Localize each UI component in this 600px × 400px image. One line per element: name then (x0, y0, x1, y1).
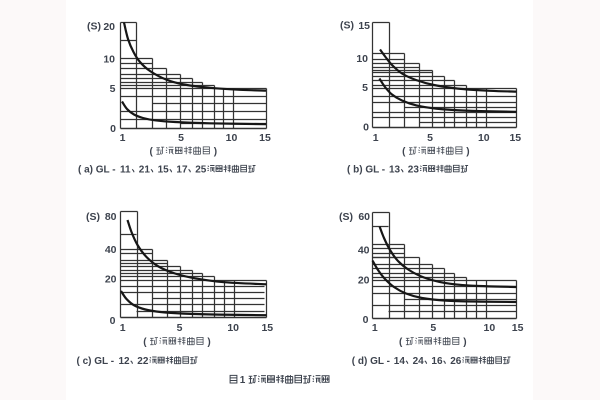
svg-text:( c) GL -: ( c) GL - (77, 356, 115, 367)
svg-text:12: 12 (119, 356, 131, 367)
svg-text:5: 5 (427, 132, 433, 144)
svg-text:10: 10 (226, 132, 238, 144)
svg-text:(S): (S) (339, 211, 353, 223)
svg-text:15: 15 (259, 132, 271, 144)
svg-text:1: 1 (120, 132, 126, 144)
svg-text:5: 5 (430, 322, 436, 334)
svg-text:15: 15 (509, 132, 521, 144)
svg-text:40: 40 (358, 245, 370, 257)
svg-text:20: 20 (103, 21, 115, 33)
svg-text:( a) GL -: ( a) GL - (78, 165, 116, 176)
svg-text:(: ( (402, 146, 406, 157)
svg-text:14: 14 (394, 356, 406, 367)
svg-text:0: 0 (110, 123, 116, 135)
svg-text:(S): (S) (86, 211, 100, 223)
svg-text:): ) (466, 146, 469, 157)
svg-text:): ) (463, 337, 466, 348)
svg-text:40: 40 (105, 244, 117, 256)
svg-text:20: 20 (358, 275, 370, 287)
svg-text:10: 10 (103, 54, 115, 66)
svg-text:): ) (207, 337, 210, 348)
svg-text:5: 5 (110, 83, 116, 95)
svg-text:(: ( (399, 337, 403, 348)
svg-text:24: 24 (413, 356, 425, 367)
svg-text:11: 11 (120, 165, 131, 176)
svg-text:15: 15 (261, 322, 273, 334)
svg-text:15: 15 (358, 20, 370, 32)
svg-text:0: 0 (363, 314, 369, 326)
svg-text:1: 1 (372, 322, 378, 334)
svg-text:22: 22 (137, 356, 149, 367)
svg-text:1: 1 (373, 132, 379, 144)
svg-text:5: 5 (178, 132, 184, 144)
svg-text:(: ( (150, 146, 154, 157)
svg-text:25: 25 (195, 165, 207, 176)
svg-text:0: 0 (363, 122, 369, 134)
svg-text:(S): (S) (87, 21, 101, 33)
svg-text:1: 1 (240, 375, 246, 386)
svg-text:80: 80 (105, 211, 117, 223)
svg-text:(: ( (143, 337, 147, 348)
svg-text:15: 15 (158, 165, 170, 176)
svg-text:60: 60 (358, 211, 370, 223)
svg-text:5: 5 (362, 82, 368, 94)
svg-text:26: 26 (450, 356, 462, 367)
svg-text:15: 15 (512, 322, 524, 334)
svg-text:( b) GL -: ( b) GL - (347, 165, 385, 176)
svg-text:10: 10 (356, 53, 368, 65)
svg-text:1: 1 (120, 322, 126, 334)
svg-text:20: 20 (105, 274, 117, 286)
svg-text:10: 10 (227, 322, 239, 334)
svg-text:): ) (214, 146, 217, 157)
svg-text:10: 10 (478, 132, 490, 144)
svg-text:5: 5 (177, 322, 183, 334)
svg-text:10: 10 (484, 322, 496, 334)
svg-text:0: 0 (110, 315, 116, 327)
svg-text:23: 23 (408, 165, 420, 176)
svg-text:21: 21 (139, 165, 151, 176)
svg-text:( d) GL -: ( d) GL - (352, 356, 390, 367)
svg-text:13: 13 (389, 165, 401, 176)
svg-text:(S): (S) (340, 20, 354, 32)
svg-text:17: 17 (176, 165, 188, 176)
svg-text:16: 16 (431, 356, 443, 367)
